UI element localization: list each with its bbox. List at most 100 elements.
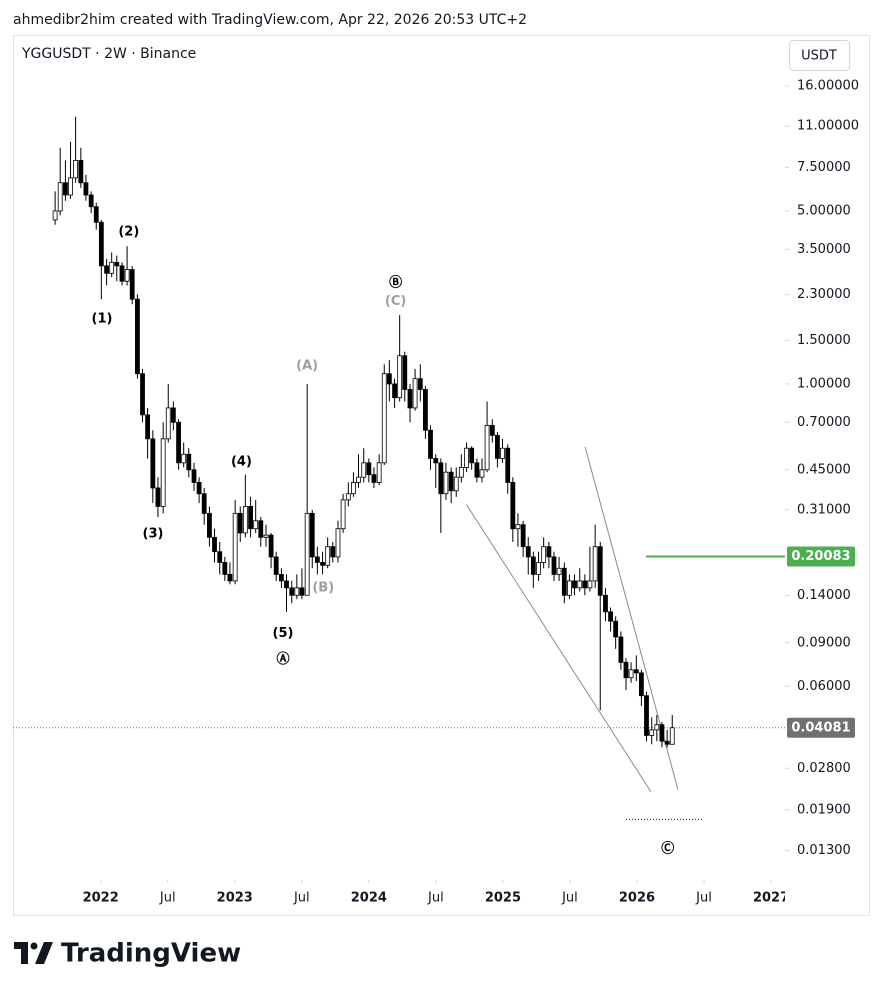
x-tick-label: Jul [561, 891, 578, 906]
logo-icon [14, 942, 28, 964]
candle-body [371, 474, 377, 483]
candle-body [423, 389, 428, 431]
candle-body [582, 580, 588, 589]
candle-body [242, 506, 248, 534]
candle-body [160, 438, 166, 507]
x-tick-label: 2022 [83, 891, 119, 906]
y-tick-label: 0.01900 [797, 802, 851, 817]
candle-body [495, 434, 500, 459]
candle-body [500, 447, 505, 459]
candle-body [356, 476, 361, 483]
x-tick-label: Jul [695, 891, 712, 906]
candle-body [515, 524, 521, 530]
wave-label: (5) [273, 626, 294, 641]
candle-body [73, 160, 79, 179]
y-tick-label: 1.50000 [797, 333, 851, 348]
candle-body [186, 453, 192, 471]
candle-body [530, 556, 536, 575]
candle-body [217, 551, 223, 563]
candle-body [469, 447, 475, 464]
candle-body [304, 512, 310, 596]
candle-body [289, 587, 295, 596]
candle-body [639, 672, 644, 697]
candle-body [443, 471, 449, 495]
candle-body [510, 482, 516, 530]
candle-body [320, 562, 325, 566]
candle-body [644, 695, 649, 736]
wave-label: (1) [92, 311, 113, 326]
candle-body [232, 512, 238, 582]
x-tick-label: 2023 [217, 891, 253, 906]
candle-body [654, 724, 660, 731]
candle-body [623, 661, 629, 679]
candle-body [361, 462, 367, 478]
x-tick-label: Jul [293, 891, 310, 906]
candle-body [88, 194, 94, 208]
candle-body [279, 573, 284, 582]
y-tick-label: 1.00000 [797, 376, 851, 391]
candle-body [335, 528, 341, 558]
currency-button[interactable] [789, 40, 850, 71]
y-tick-label: 0.45000 [797, 462, 851, 477]
candle-body [386, 373, 392, 385]
candle-body [83, 182, 89, 196]
candle-body [299, 587, 305, 596]
y-tick-label: 0.06000 [797, 679, 851, 694]
candle-body [412, 378, 418, 409]
candle-body [597, 546, 603, 596]
candle-body [119, 265, 125, 282]
candle-body [78, 160, 84, 184]
candle-body [628, 669, 634, 679]
candle-body [433, 458, 439, 464]
candle-body [474, 462, 480, 478]
candle-body [109, 261, 115, 274]
logo-text: TradingView [61, 939, 241, 969]
candle-body [351, 482, 356, 495]
wave-label: (4) [231, 454, 252, 469]
currency-label[interactable]: USDT [801, 49, 837, 64]
candle-body [155, 487, 161, 507]
plot: 16.00000 11.00000 7.50000 5.00000 3.50000 2.3… [13, 78, 859, 906]
y-tick-label: 11.00000 [797, 119, 859, 134]
candle-body [489, 424, 495, 436]
wave-label: (C) [385, 294, 406, 309]
candle-body [587, 580, 593, 589]
last-price-box [787, 717, 855, 738]
candle-body [561, 567, 567, 596]
candle-body [428, 429, 433, 459]
logo: TradingView [14, 939, 241, 969]
candle-body [458, 467, 464, 478]
candle-body [253, 520, 259, 530]
wave-label: (2) [118, 225, 139, 240]
candle-body [546, 546, 552, 558]
y-tick-label: 0.09000 [797, 635, 851, 650]
candle-body [145, 414, 151, 440]
candle-body [664, 740, 670, 745]
candle-body [294, 587, 300, 596]
candle-body [536, 562, 541, 575]
candle-body [402, 355, 408, 390]
candle-body [68, 177, 73, 196]
candle-body [191, 469, 197, 483]
candle-body [207, 512, 212, 538]
logo-icon [30, 942, 38, 950]
candle-body [248, 506, 253, 530]
candle-body [551, 556, 557, 575]
level-price-label: 0.20083 [791, 549, 850, 564]
y-tick-label: 7.50000 [797, 160, 851, 175]
candle-body [309, 512, 315, 558]
candle-body [603, 594, 608, 613]
y-tick-label: 0.14000 [797, 588, 851, 603]
candle-body [212, 536, 217, 553]
y-tick-label: 16.00000 [797, 78, 859, 93]
trendline [466, 504, 652, 793]
candle-body [63, 182, 68, 196]
candle-body [263, 534, 269, 538]
x-tick-label: 2025 [485, 891, 521, 906]
wave-label: Ⓑ [389, 274, 402, 290]
wave-label: (B) [312, 580, 334, 595]
candle-body [392, 383, 397, 399]
candle-body [273, 556, 279, 575]
x-tick-label: 2024 [351, 891, 387, 906]
